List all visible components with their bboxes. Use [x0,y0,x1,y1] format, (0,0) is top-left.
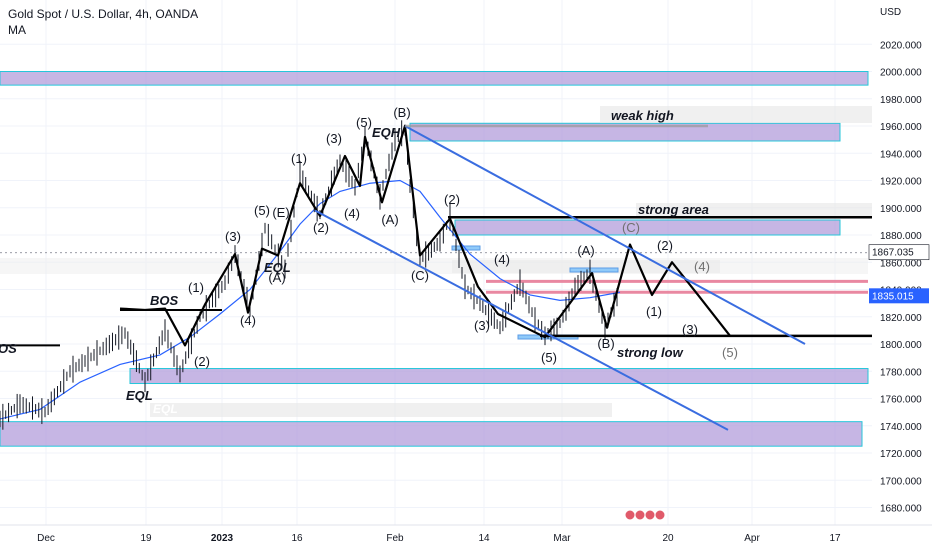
small-marker [569,267,619,273]
y-tick-label: 1800.000 [880,340,922,351]
ma-line [0,179,621,420]
last-price-tag [869,288,929,304]
wave-label: (E) [272,205,289,220]
y-tick-label: 1880.000 [880,231,922,242]
wave-label: (B) [597,336,614,351]
x-tick-label: Dec [37,533,55,544]
x-tick-label: 19 [140,533,152,544]
wave-label: (4) [494,252,510,267]
x-tick-label: Mar [553,533,571,544]
wave-label: (2) [444,192,460,207]
y-tick-label: 1740.000 [880,422,922,433]
y-tick-label: 1920.000 [880,177,922,188]
eql-label: EQL [126,388,153,403]
wave-label: (5) [722,345,738,360]
trend-lines [314,124,806,431]
currency-label: USD [880,7,901,18]
strong-low-label: strong low [617,345,684,360]
wave-label: (5) [254,203,270,218]
y-tick-label: 1900.000 [880,204,922,215]
wave-label: (4) [240,313,256,328]
wave-label: (4) [344,206,360,221]
wave-label: (A) [577,243,594,258]
y-axis: USD 1680.000 1700.000 1720.000 1740.000 1760.… [868,0,932,525]
y-tick-label: 1700.000 [880,476,922,487]
trend-line [314,209,729,431]
y-tick-label: 1980.000 [880,95,922,106]
os-label: OS [0,341,17,356]
y-tick-label: 2020.000 [880,40,922,51]
wave-label: (2) [194,354,210,369]
crosshair-price-text: 1867.035 [872,248,914,259]
last-price-text: 1835.015 [872,291,914,302]
wave-label: (1) [646,304,662,319]
wave-label: (C) [622,220,640,235]
x-tick-label: 20 [662,533,674,544]
event-flag-icon[interactable] [634,509,646,521]
event-flag-icon[interactable] [644,509,656,521]
x-tick-label: Feb [386,533,404,544]
label-box [600,106,872,123]
demand-supply-zone [454,219,841,236]
wave-lines [0,124,872,347]
zones [0,71,872,447]
chart-title: Gold Spot / U.S. Dollar, 4h, OANDA [8,7,199,21]
demand-supply-zone [0,421,863,447]
wave-label: (5) [356,115,372,130]
indicator-label[interactable]: MA [8,23,26,37]
crosshair-price-tag [868,244,930,261]
y-axis-bg [872,0,932,525]
bos-label: BOS [150,293,179,308]
x-tick-label: 2023 [211,533,234,544]
annotations: (1)(2)(3)(4)(5) (E)(A)(1)(2)(3)(4)(5)(A)(… [0,105,738,416]
y-tick-label: 1860.000 [880,258,922,269]
y-tick-label: 1820.000 [880,313,922,324]
wave-label: (1) [188,280,204,295]
x-axis: Dec 19 2023 16 Feb 14 Mar 20 Apr 17 [0,509,932,544]
x-tick-label: 14 [478,533,490,544]
wave-label: (2) [657,238,673,253]
wave-label: (3) [225,229,241,244]
label-box [150,403,612,417]
weak-high-label: weak high [611,108,674,123]
wave-label: (5) [541,350,557,365]
wave-label: (B) [393,105,410,120]
wave-label: (A) [268,270,285,285]
demand-supply-zone [129,368,869,385]
x-tick-label: 17 [829,533,841,544]
y-tick-label: 1720.000 [880,449,922,460]
eql-label: EQL [264,260,291,275]
wave-label: (2) [313,220,329,235]
y-tick-label: 2000.000 [880,68,922,79]
x-tick-label: 16 [291,533,303,544]
demand-supply-zone [0,71,869,86]
wave-label: (4) [694,259,710,274]
chart-header: Gold Spot / U.S. Dollar, 4h, OANDA MA [8,6,198,38]
band [0,258,868,274]
wave-label: (3) [682,322,698,337]
wave-label: (A) [381,212,398,227]
wave-label: (3) [474,318,490,333]
eqh-label: EQH [372,125,401,140]
eql-label-faint: EQL [153,402,178,416]
x-tick-label: Apr [744,533,760,544]
trend-line [404,125,806,345]
wave-label: (C) [411,268,429,283]
label-box [636,203,872,217]
y-tick-label: 1680.000 [880,504,922,515]
wave-line [119,124,731,347]
event-flag-icon[interactable] [654,509,666,521]
y-tick-label: 1760.000 [880,395,922,406]
wave-label: (3) [326,131,342,146]
strong-area-label: strong area [638,202,709,217]
y-tick-label: 1960.000 [880,122,922,133]
wave-label: (1) [291,151,307,166]
ma-series [0,179,621,420]
y-tick-label: 1940.000 [880,149,922,160]
event-flag-icon[interactable] [624,509,636,521]
y-tick-label: 1780.000 [880,367,922,378]
demand-supply-zone [409,122,841,142]
